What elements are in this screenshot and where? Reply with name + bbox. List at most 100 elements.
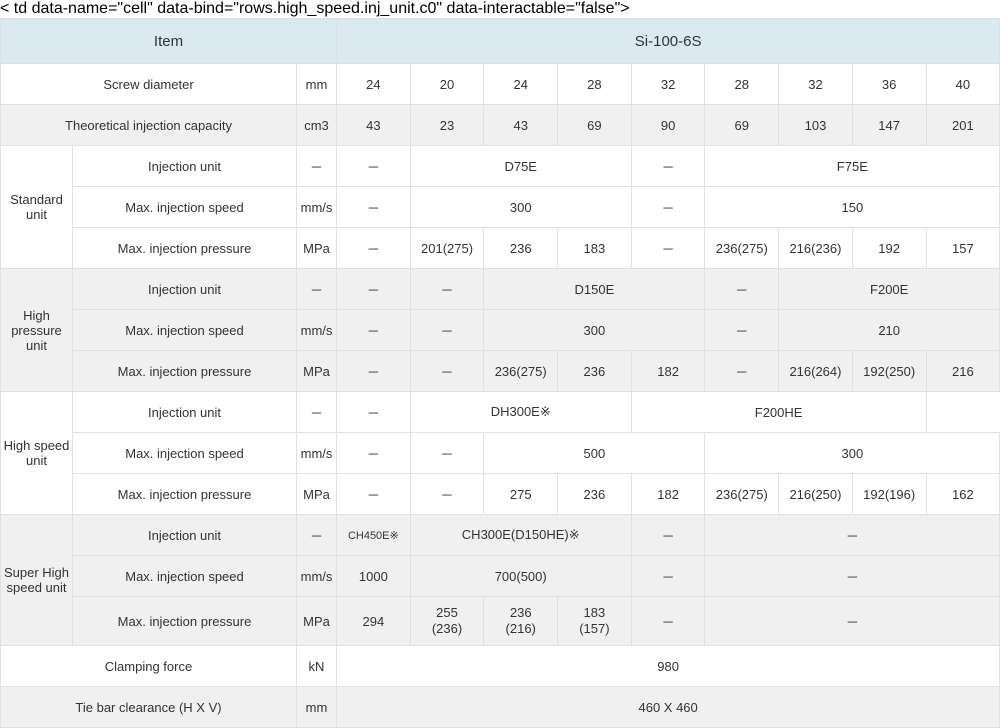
row-standard-max-speed: Max. injection speed mm/s － 300 － 150 (1, 187, 1000, 228)
cell: － (631, 146, 705, 187)
value-top: 183 (584, 605, 606, 620)
unit: cm3 (297, 105, 337, 146)
label: Injection unit (73, 269, 297, 310)
unit: kN (297, 646, 337, 687)
cell: 236 (484, 228, 558, 269)
cell: 500 (484, 433, 705, 474)
row-highspeed-max-press: Max. injection pressure MPa － － 275 236 … (1, 474, 1000, 515)
cell: 300 (484, 310, 705, 351)
cell: 192(250) (852, 351, 926, 392)
cell: － (337, 187, 411, 228)
cell: 236 (558, 474, 632, 515)
cell: DH300E※ (410, 392, 631, 433)
cell: 32 (779, 64, 853, 105)
cell: 216 (926, 351, 1000, 392)
cell: D150E (484, 269, 705, 310)
row-tiebar: Tie bar clearance (H X V) mm 460 X 460 (1, 687, 1000, 728)
cell: － (705, 556, 1000, 597)
cell: 980 (337, 646, 1000, 687)
unit: MPa (297, 597, 337, 646)
cell: － (705, 269, 779, 310)
label: Injection unit (73, 515, 297, 556)
cell: 150 (705, 187, 1000, 228)
cell: 20 (410, 64, 484, 105)
header-item: Item (1, 19, 337, 64)
cell: 216(264) (779, 351, 853, 392)
cell: － (337, 146, 411, 187)
cell: － (337, 433, 411, 474)
value-bottom: (216) (506, 621, 536, 636)
cell: 69 (705, 105, 779, 146)
cell: 236(275) (705, 228, 779, 269)
cell: D75E (410, 146, 631, 187)
cell: － (410, 351, 484, 392)
cell: 300 (705, 433, 1000, 474)
cell: － (631, 556, 705, 597)
cell: 1000 (337, 556, 411, 597)
unit: mm/s (297, 187, 337, 228)
cell: － (631, 515, 705, 556)
cell: 700(500) (410, 556, 631, 597)
cell: 210 (779, 310, 1000, 351)
header-model: Si-100-6S (337, 19, 1000, 64)
cell: 300 (410, 187, 631, 228)
cell: 103 (779, 105, 853, 146)
unit: － (297, 146, 337, 187)
row-screw-diameter: Screw diameter mm 24 20 24 28 32 28 32 3… (1, 64, 1000, 105)
cell: F75E (705, 146, 1000, 187)
cell: － (337, 228, 411, 269)
cell: 183 (157) (558, 597, 632, 646)
unit: mm/s (297, 310, 337, 351)
row-superhighspeed-max-speed: Max. injection speed mm/s 1000 700(500) … (1, 556, 1000, 597)
row-highspeed-max-speed: Max. injection speed mm/s － － 500 300 (1, 433, 1000, 474)
cell: 28 (558, 64, 632, 105)
unit: MPa (297, 351, 337, 392)
cell: 275 (484, 474, 558, 515)
cell: 192 (852, 228, 926, 269)
cell: 192(196) (852, 474, 926, 515)
cell: 43 (337, 105, 411, 146)
cell: 182 (631, 351, 705, 392)
cell: － (410, 474, 484, 515)
spec-table: Item Si-100-6S Screw diameter mm 24 20 2… (0, 18, 1000, 728)
label: Max. injection speed (73, 556, 297, 597)
row-highspeed-inj-unit: High speed unit Injection unit － － DH300… (1, 392, 1000, 433)
cell: 216(250) (779, 474, 853, 515)
label: Screw diameter (1, 64, 297, 105)
unit: mm (297, 64, 337, 105)
cell: 28 (705, 64, 779, 105)
label: Clamping force (1, 646, 297, 687)
cell: 24 (337, 64, 411, 105)
cell: 255 (236) (410, 597, 484, 646)
row-superhighspeed-max-press: Max. injection pressure MPa 294 255 (236… (1, 597, 1000, 646)
cell: F200E (779, 269, 1000, 310)
cell: 236 (216) (484, 597, 558, 646)
label: Max. injection pressure (73, 351, 297, 392)
label: Injection unit (73, 146, 297, 187)
unit: MPa (297, 474, 337, 515)
cell: 183 (558, 228, 632, 269)
group-label: Standard unit (1, 146, 73, 269)
cell: 216(236) (779, 228, 853, 269)
cell: 201 (926, 105, 1000, 146)
cell: － (337, 474, 411, 515)
cell: － (337, 351, 411, 392)
label: Max. injection speed (73, 310, 297, 351)
cell: CH450E※ (337, 515, 411, 556)
cell: 460 X 460 (337, 687, 1000, 728)
cell: F200HE (631, 392, 926, 433)
cell: 36 (852, 64, 926, 105)
label: Max. injection speed (73, 433, 297, 474)
cell: － (705, 310, 779, 351)
label: Tie bar clearance (H X V) (1, 687, 297, 728)
label: Injection unit (73, 392, 297, 433)
row-highpressure-inj-unit: High pressure unit Injection unit － － － … (1, 269, 1000, 310)
row-clamping-force: Clamping force kN 980 (1, 646, 1000, 687)
unit: － (297, 392, 337, 433)
cell: 32 (631, 64, 705, 105)
label: Max. injection pressure (73, 597, 297, 646)
unit: － (297, 269, 337, 310)
cell: 90 (631, 105, 705, 146)
cell: － (410, 433, 484, 474)
cell: 236(275) (705, 474, 779, 515)
